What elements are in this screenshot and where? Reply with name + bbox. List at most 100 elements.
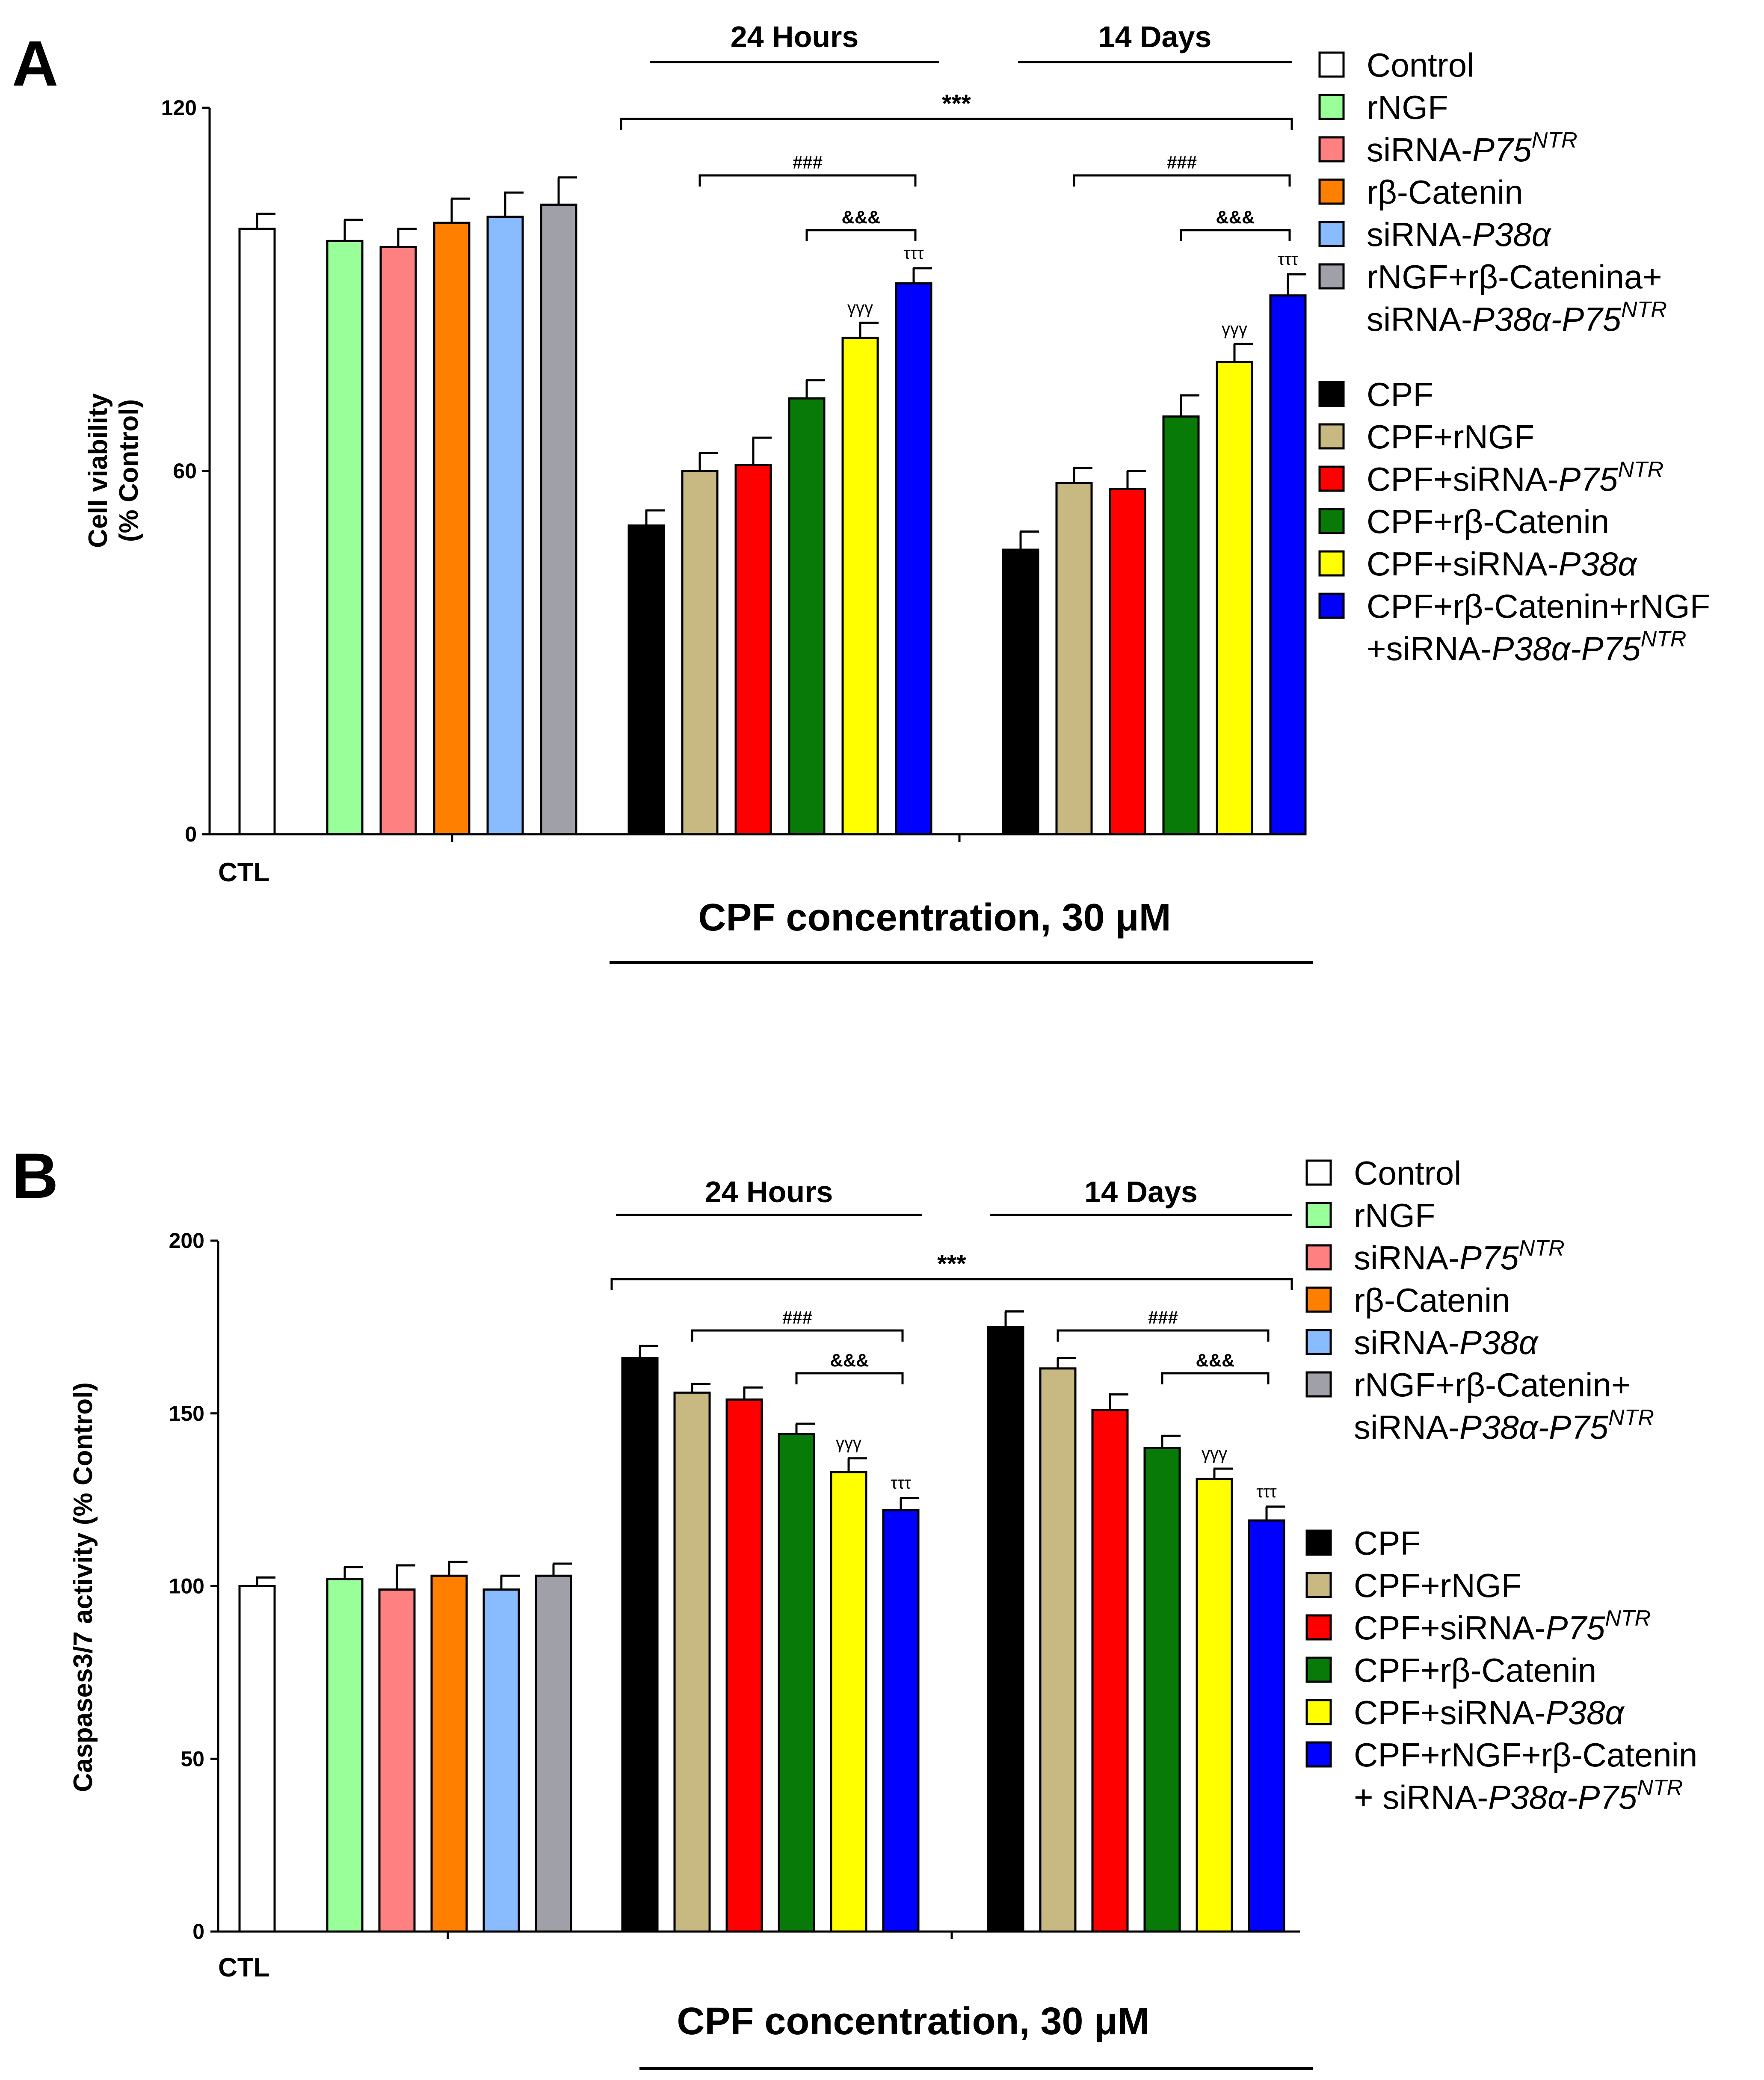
legend-swatch bbox=[1318, 94, 1345, 120]
legend-swatch bbox=[1305, 1529, 1332, 1556]
legend-label-part: rβ-Catenin bbox=[1354, 1281, 1510, 1319]
bar-significance-label: γγγ bbox=[847, 298, 873, 317]
y-tick-label: 200 bbox=[169, 1229, 204, 1253]
legend-label: CPF+siRNA-P75NTR bbox=[1354, 1606, 1651, 1647]
significance-label: ### bbox=[1148, 1307, 1178, 1327]
bar bbox=[1162, 415, 1200, 836]
bar bbox=[621, 1357, 659, 1933]
significance-bracket bbox=[691, 1329, 904, 1342]
bar bbox=[681, 470, 719, 836]
legend-swatch bbox=[1318, 221, 1345, 247]
legend-label: Control bbox=[1354, 1154, 1461, 1192]
bar bbox=[725, 1398, 763, 1933]
y-axis-title: Caspases3/7 activity (% Control) bbox=[68, 1382, 98, 1792]
legend-swatch bbox=[1305, 1202, 1332, 1228]
significance-label: ### bbox=[793, 152, 823, 172]
legend-swatch bbox=[1305, 1286, 1332, 1313]
bar bbox=[486, 216, 524, 836]
bar-significance-label: γγγ bbox=[836, 1434, 861, 1453]
legend-label-part: P38α bbox=[1559, 545, 1638, 583]
bar-significance-label: τττ bbox=[1256, 1482, 1277, 1501]
bar bbox=[535, 1574, 572, 1933]
legend-label: Control bbox=[1367, 46, 1474, 84]
legend-label: rNGF+rβ-Catenin+ bbox=[1354, 1366, 1631, 1404]
legend-label-part: siRNA- bbox=[1354, 1239, 1459, 1277]
legend-label: CPF+rNGF bbox=[1354, 1567, 1521, 1604]
legend-label-part: P38α-P75 bbox=[1492, 630, 1641, 667]
bar bbox=[238, 1585, 276, 1933]
legend-swatch bbox=[1318, 263, 1345, 290]
legend-label-part: P75 bbox=[1559, 460, 1618, 498]
bar bbox=[430, 1574, 468, 1933]
legend-label-part: NTR bbox=[1605, 1606, 1651, 1631]
legend-label-part: CPF bbox=[1354, 1524, 1421, 1562]
legend-swatch bbox=[1318, 51, 1345, 78]
ctl-label: CTL bbox=[218, 1953, 270, 1982]
legend-label-part: P38α bbox=[1459, 1324, 1539, 1361]
significance-bracket bbox=[795, 1372, 904, 1384]
significance-bracket bbox=[610, 1278, 1293, 1290]
legend-label: CPF+rβ-Catenin bbox=[1367, 503, 1609, 540]
legend-label-part: rNGF bbox=[1354, 1197, 1435, 1234]
legend-swatch bbox=[1318, 465, 1345, 492]
x-axis-title: CPF concentration, 30 μM bbox=[677, 2000, 1149, 2043]
legend-label: siRNA-P38α bbox=[1367, 216, 1552, 253]
legend-label: CPF bbox=[1354, 1524, 1421, 1562]
panel-b: B 0 50 100 150 200 Caspases3/7 activity (% Con… bbox=[12, 1140, 1697, 2070]
bar bbox=[841, 337, 879, 836]
legend-label-part: NTR bbox=[1519, 1236, 1565, 1261]
legend-label: CPF+rNGF bbox=[1367, 418, 1534, 456]
legend-label-part: + siRNA- bbox=[1354, 1778, 1488, 1816]
bar bbox=[778, 1433, 815, 1933]
legend-label-part: siRNA- bbox=[1367, 131, 1472, 169]
legend-label-part: P38α bbox=[1472, 216, 1552, 253]
legend-swatch bbox=[1305, 1329, 1332, 1355]
legend-swatch bbox=[1305, 1371, 1332, 1398]
bar bbox=[1109, 488, 1146, 836]
legend-swatch bbox=[1305, 1614, 1332, 1641]
bar bbox=[1055, 482, 1093, 836]
significance-bracket bbox=[620, 118, 1293, 130]
legend-swatch bbox=[1305, 1741, 1332, 1768]
legend-label-part: P75 bbox=[1459, 1239, 1519, 1277]
bar bbox=[1091, 1409, 1129, 1933]
legend-swatch bbox=[1318, 550, 1345, 577]
legend-label: siRNA-P38α bbox=[1354, 1324, 1539, 1361]
bar bbox=[830, 1471, 867, 1933]
significance-bracket bbox=[698, 174, 917, 187]
legend-label-part: siRNA- bbox=[1354, 1408, 1459, 1446]
legend-label-part: P75 bbox=[1472, 131, 1532, 169]
legend-swatch bbox=[1318, 178, 1345, 205]
group-header-label: 14 Days bbox=[1084, 1175, 1198, 1209]
bar bbox=[734, 464, 772, 836]
significance-bracket bbox=[1180, 229, 1291, 241]
legend-swatch bbox=[1305, 1159, 1332, 1186]
legend-label: rNGF bbox=[1367, 89, 1448, 126]
bar bbox=[326, 240, 364, 836]
legend-label-part: CPF+rβ-Catenin bbox=[1354, 1651, 1596, 1689]
bar bbox=[378, 1588, 416, 1933]
bar bbox=[1039, 1367, 1077, 1933]
bar bbox=[987, 1326, 1024, 1933]
bar bbox=[1248, 1519, 1285, 1933]
legend-swatch bbox=[1318, 381, 1345, 407]
legend-label-part: NTR bbox=[1608, 1405, 1654, 1430]
bar bbox=[482, 1588, 520, 1933]
bar bbox=[1269, 294, 1307, 836]
significance-bracket bbox=[1073, 174, 1291, 187]
bar-significance-label: γγγ bbox=[1222, 320, 1247, 338]
legend-label-part: rβ-Catenin bbox=[1367, 173, 1523, 211]
significance-label: &&& bbox=[830, 1350, 869, 1370]
significance-bracket bbox=[1057, 1329, 1270, 1342]
legend-label-part: P38α bbox=[1546, 1694, 1625, 1731]
significance-label: *** bbox=[942, 90, 971, 118]
legend-label-part: rNGF bbox=[1367, 89, 1448, 126]
legend-label-part: CPF+rNGF bbox=[1367, 418, 1534, 456]
bar bbox=[433, 222, 471, 836]
legend-swatch bbox=[1305, 1244, 1332, 1271]
y-tick-label: 100 bbox=[169, 1574, 204, 1598]
legend-label-part: rNGF+rβ-Catenin+ bbox=[1354, 1366, 1631, 1404]
legend-label-part: CPF+rβ-Catenin+rNGF bbox=[1367, 587, 1710, 625]
legend-label-part: siRNA- bbox=[1367, 216, 1472, 253]
